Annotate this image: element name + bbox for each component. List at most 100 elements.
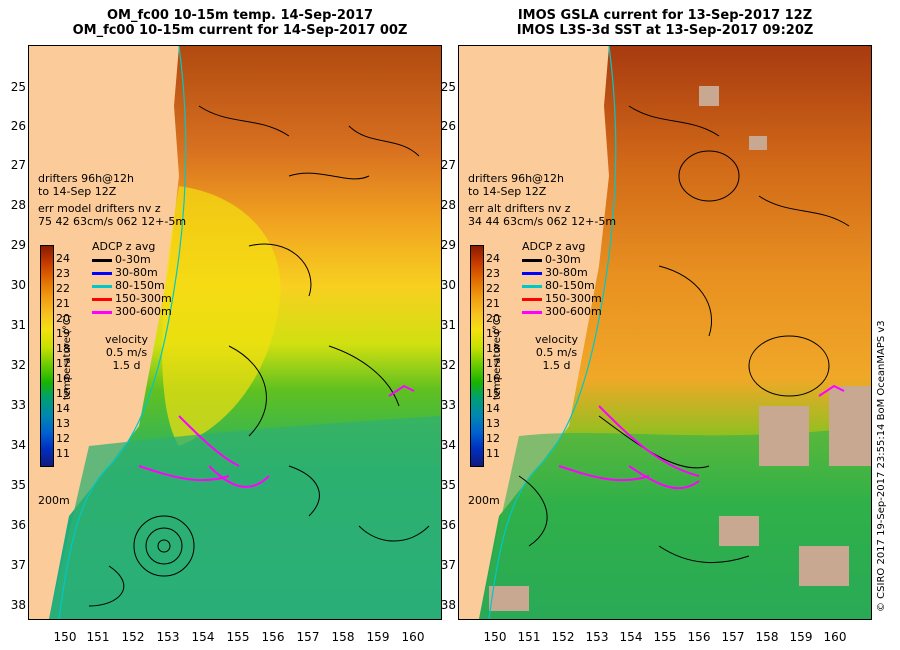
right-err-note: err alt drifters nv z 34 44 63cm/s 062 1… [468,202,616,228]
velocity-scale-1: 0.5 m/s [105,346,148,359]
left-err-line2: 75 42 63cm/s 062 12+-5m [38,215,187,228]
right-isobath-label: 200m [468,494,500,507]
ytick-33: 33 [440,398,456,412]
legend-title: ADCP z avg [92,240,156,253]
left-drifters-line1: drifters 96h@12h [38,172,135,185]
xtick-160: 160 [401,630,425,644]
xtick-153: 153 [156,630,180,644]
xtick-156: 156 [261,630,285,644]
left-map-panel [28,45,442,620]
left-drifters-note: drifters 96h@12h to 14-Sep 12Z [38,172,134,198]
ytick-35: 35 [440,478,456,492]
ytick-38: 38 [440,598,456,612]
legend-arrow [92,258,112,262]
right-map-panel [458,45,872,620]
current-arrows [88,105,430,607]
xtick-150: 150 [483,630,507,644]
left-colorbar-label: temperature (°C) [62,314,73,400]
drifter-tracks [558,384,845,490]
ytick-32: 32 [10,358,26,372]
ytick-31: 31 [10,318,26,332]
cbtick-24: 24 [56,252,70,265]
left-err-note: err model drifters nv z 75 42 63cm/s 062… [38,202,186,228]
right-drifters-line2: to 14-Sep 12Z [468,185,547,198]
cool-water [479,426,871,619]
right-velocity-scale: velocity 0.5 m/s 1.5 d [535,333,578,372]
ytick-28: 28 [10,198,26,212]
cbtick-21: 21 [56,297,70,310]
cloud-mask [489,86,871,611]
xtick-157: 157 [721,630,745,644]
isobath-200m [488,46,617,619]
cbtick-19: 19 [486,327,500,340]
ytick-25: 25 [10,80,26,94]
xtick-153: 153 [585,630,609,644]
xtick-151: 151 [86,630,110,644]
ytick-29: 29 [10,238,26,252]
velocity-scale-2: 1.5 d [112,359,141,372]
ytick-34: 34 [440,438,456,452]
right-err-line2: 34 44 63cm/s 062 12+-5m [468,215,617,228]
warm-eddy [162,186,281,446]
xtick-155: 155 [653,630,677,644]
xtick-152: 152 [551,630,575,644]
legend-item-80-150m: 80-150m [92,279,165,292]
xtick-158: 158 [331,630,355,644]
legend-item-30-80m: 30-80m [522,266,588,279]
legend-item-30-80m: 30-80m [92,266,158,279]
ytick-30: 30 [10,278,26,292]
legend-item-300-600m: 300-600m [522,305,602,318]
legend-item-150-300m: 150-300m [522,292,602,305]
legend-item-80-150m: 80-150m [522,279,595,292]
xtick-159: 159 [789,630,813,644]
ytick-37: 37 [440,558,456,572]
legend-arrow [522,271,542,275]
cbtick-18: 18 [486,342,500,355]
cbtick-11: 11 [486,447,500,460]
left-isobath-label: 200m [38,494,70,507]
right-title: IMOS GSLA current for 13-Sep-2017 12Z IM… [465,8,865,38]
cbtick-16: 16 [56,372,70,385]
ytick-25: 25 [440,80,456,94]
left-colorbar [40,245,54,467]
current-arrows [518,105,850,564]
cbtick-23: 23 [486,267,500,280]
xtick-160: 160 [823,630,847,644]
ytick-29: 29 [440,238,456,252]
legend-item-150-300m: 150-300m [92,292,172,305]
ytick-27: 27 [440,158,456,172]
drifter-tracks [138,384,415,488]
ytick-34: 34 [10,438,26,452]
cbtick-13: 13 [486,417,500,430]
legend-arrow [92,310,112,314]
legend-arrow [522,258,542,262]
ytick-32: 32 [440,358,456,372]
legend-arrow [92,271,112,275]
ytick-36: 36 [10,518,26,532]
cbtick-13: 13 [56,417,70,430]
xtick-151: 151 [517,630,541,644]
cbtick-17: 17 [486,357,500,370]
isobath-200m [58,46,187,619]
xtick-158: 158 [755,630,779,644]
ytick-28: 28 [440,198,456,212]
right-colorbar-label: temperature (°C) [492,314,503,400]
cbtick-12: 12 [486,432,500,445]
cbtick-15: 15 [486,387,500,400]
cbtick-21: 21 [486,297,500,310]
legend-item-300-600m: 300-600m [92,305,172,318]
cbtick-19: 19 [56,327,70,340]
xtick-154: 154 [191,630,215,644]
left-title-line1: OM_fc00 10-15m temp. 14-Sep-2017 [106,8,373,23]
velocity-label: velocity [105,333,148,346]
left-map-svg [29,46,441,619]
cbtick-22: 22 [486,282,500,295]
xtick-150: 150 [53,630,77,644]
legend-item-0-30m: 0-30m [522,253,581,266]
left-drifters-line2: to 14-Sep 12Z [38,185,117,198]
legend-title: ADCP z avg [522,240,586,253]
ytick-35: 35 [10,478,26,492]
cbtick-24: 24 [486,252,500,265]
velocity-scale-1: 0.5 m/s [535,346,578,359]
legend-arrow [522,284,542,288]
